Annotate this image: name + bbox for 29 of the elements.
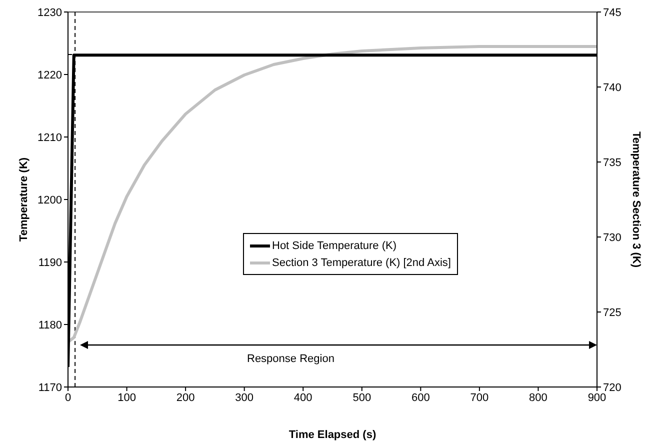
y-tick-label: 1180 xyxy=(38,319,62,332)
y2-tick-label: 745 xyxy=(603,6,622,19)
x-tick-label: 900 xyxy=(588,392,606,404)
y-tick-label: 1170 xyxy=(38,382,62,394)
y-tick-label: 1200 xyxy=(38,194,62,206)
x-tick-label: 300 xyxy=(235,392,254,404)
y2-axis-title: Temperature Section 3 (K) xyxy=(630,131,642,268)
x-tick-label: 400 xyxy=(294,392,312,404)
x-tick-label: 500 xyxy=(352,392,372,404)
y2-tick-label: 720 xyxy=(603,382,622,394)
x-axis-title: Time Elapsed (s) xyxy=(288,429,376,441)
x-tick-label: 200 xyxy=(176,392,195,404)
y2-tick-label: 735 xyxy=(603,156,622,169)
y-tick-label: 1210 xyxy=(38,132,62,144)
y2-tick-label: 740 xyxy=(603,82,622,94)
x-tick-label: 700 xyxy=(470,392,489,404)
x-tick-label: 800 xyxy=(529,392,548,404)
y2-tick-label: 730 xyxy=(603,232,622,244)
y-tick-label: 1190 xyxy=(38,256,62,269)
x-tick-label: 0 xyxy=(64,392,72,404)
x-tick-label: 100 xyxy=(118,392,136,404)
annotation: Response Region xyxy=(247,353,334,365)
y2-tick-label: 725 xyxy=(603,306,622,319)
legend-label: Hot Side Temperature (K) xyxy=(272,240,397,252)
legend-label: Section 3 Temperature (K) [2nd Axis] xyxy=(272,256,451,268)
y-tick-label: 1220 xyxy=(38,69,62,82)
x-tick-label: 600 xyxy=(411,392,430,404)
y-axis-title: Temperature (K) xyxy=(18,157,30,242)
y-tick-label: 1230 xyxy=(38,6,62,19)
